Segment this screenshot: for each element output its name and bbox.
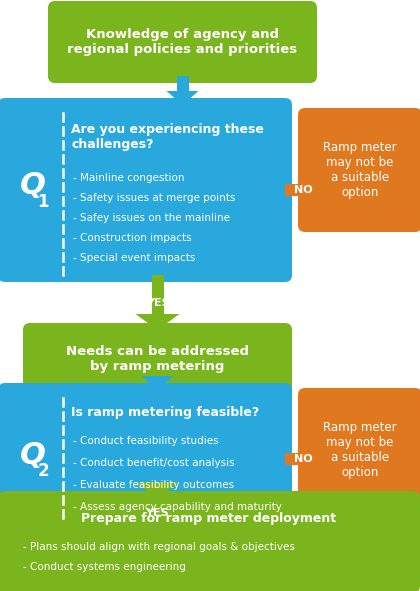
Polygon shape [166,91,199,105]
Text: - Special event impacts: - Special event impacts [73,253,195,263]
Text: - Conduct benefit/cost analysis: - Conduct benefit/cost analysis [73,458,235,468]
FancyBboxPatch shape [298,388,420,512]
Polygon shape [285,453,309,465]
Text: Are you experiencing these
challenges?: Are you experiencing these challenges? [71,123,264,151]
Polygon shape [136,314,179,330]
Text: - Safey issues on the mainline: - Safey issues on the mainline [73,213,230,223]
Text: Prepare for ramp meter deployment: Prepare for ramp meter deployment [81,512,336,525]
Polygon shape [309,441,325,477]
Text: Ramp meter
may not be
a suitable
option: Ramp meter may not be a suitable option [323,421,397,479]
Polygon shape [176,76,189,91]
Text: 2: 2 [37,462,49,480]
Polygon shape [309,172,325,208]
Text: - Plans should align with regional goals & objectives: - Plans should align with regional goals… [23,542,295,552]
Text: Q: Q [20,440,46,469]
Text: NO: NO [294,454,312,464]
Polygon shape [142,376,173,390]
Text: YES: YES [146,297,169,307]
Text: - Conduct systems engineering: - Conduct systems engineering [23,562,186,572]
FancyBboxPatch shape [0,98,292,282]
Text: - Assess agency capability and maturity: - Assess agency capability and maturity [73,502,282,512]
Text: - Construction impacts: - Construction impacts [73,233,192,243]
FancyBboxPatch shape [0,491,420,591]
Text: - Conduct feasibility studies: - Conduct feasibility studies [73,436,219,446]
Polygon shape [152,376,163,388]
FancyBboxPatch shape [0,383,292,535]
FancyBboxPatch shape [23,323,292,395]
Text: - Mainline congestion: - Mainline congestion [73,173,184,183]
FancyBboxPatch shape [298,108,420,232]
Text: 1: 1 [37,193,49,211]
Text: Q: Q [20,171,46,200]
Polygon shape [151,482,163,528]
Text: - Safety issues at merge points: - Safety issues at merge points [73,193,235,203]
Text: Knowledge of agency and
regional policies and priorities: Knowledge of agency and regional policie… [68,28,297,56]
FancyBboxPatch shape [48,1,317,83]
Text: Ramp meter
may not be
a suitable
option: Ramp meter may not be a suitable option [323,141,397,199]
Text: YES: YES [145,508,169,518]
Polygon shape [285,184,309,196]
Polygon shape [135,482,179,498]
Polygon shape [152,275,163,314]
Text: Is ramp metering feasible?: Is ramp metering feasible? [71,406,259,419]
Text: NO: NO [294,185,312,195]
Text: Needs can be addressed
by ramp metering: Needs can be addressed by ramp metering [66,345,249,373]
Text: - Evaluate feasibility outcomes: - Evaluate feasibility outcomes [73,480,234,490]
